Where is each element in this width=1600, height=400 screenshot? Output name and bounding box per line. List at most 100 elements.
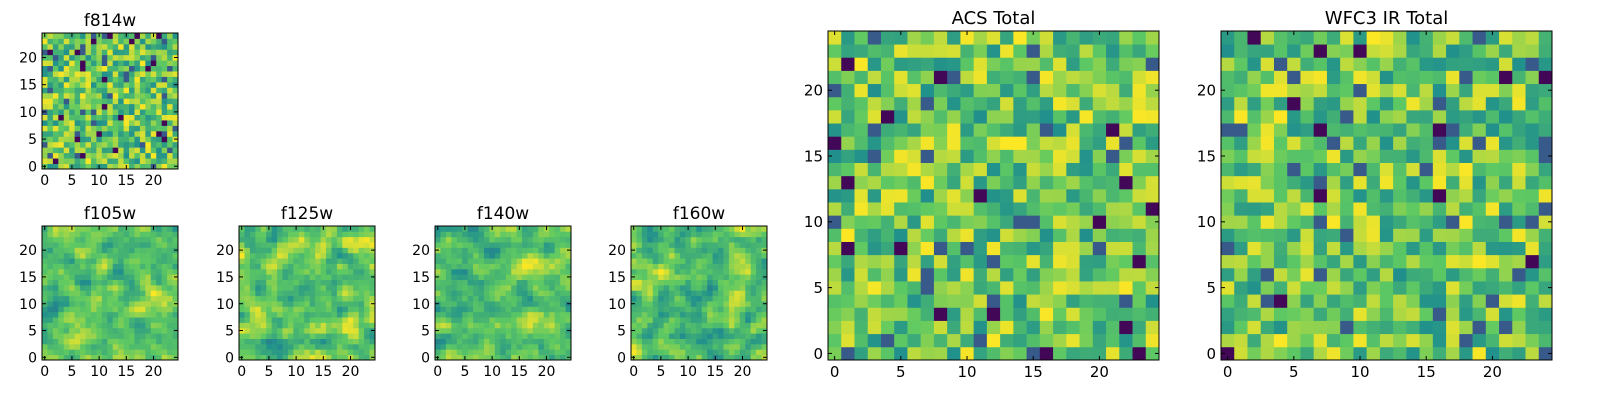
heatmap-cell (96, 258, 103, 264)
y-tick-label: 5 (1206, 279, 1216, 297)
heatmap-cell (1287, 307, 1301, 321)
heatmap-cell (701, 301, 708, 307)
heatmap-cell (80, 54, 86, 61)
heatmap-cell (52, 258, 59, 264)
heatmap-cell (309, 258, 316, 264)
heatmap-cell (641, 236, 648, 243)
heatmap-cell (52, 284, 59, 291)
heatmap-cell (260, 349, 267, 356)
heatmap-cell (1499, 162, 1513, 177)
heatmap-cell (549, 306, 556, 313)
heatmap-cell (1221, 294, 1235, 308)
heatmap-cell (315, 231, 321, 238)
heatmap-cell (1132, 109, 1147, 124)
heatmap-cell (1221, 267, 1235, 282)
heatmap-cell (1066, 31, 1080, 45)
heatmap-cell (320, 268, 327, 275)
heatmap-cell (244, 226, 251, 232)
heatmap-cell (282, 284, 289, 291)
heatmap-cell (854, 267, 869, 282)
heatmap-cell (331, 301, 338, 307)
heatmap-cell (42, 231, 48, 238)
heatmap-cell (47, 49, 54, 56)
heatmap-cell (1446, 294, 1460, 308)
heatmap-cell (1326, 320, 1341, 335)
heatmap-cell (139, 290, 146, 297)
heatmap-cell (161, 114, 168, 121)
heatmap-cell (669, 284, 675, 291)
heatmap-cell (549, 258, 556, 264)
heatmap-cell (636, 236, 643, 243)
heatmap-cell (723, 343, 730, 350)
heatmap-cell (161, 295, 168, 302)
heatmap-cell (538, 306, 545, 313)
heatmap-cell (652, 306, 659, 313)
heatmap-cell (129, 136, 135, 143)
heatmap-cell (1145, 162, 1160, 177)
heatmap-cell (112, 54, 119, 61)
heatmap-cell (364, 242, 370, 248)
heatmap-cell (1446, 267, 1460, 282)
heatmap-cell (1432, 254, 1447, 269)
heatmap-cell (260, 317, 267, 323)
heatmap-cells (239, 226, 376, 361)
heatmap-cell (134, 274, 141, 280)
heatmap-cell (489, 343, 496, 350)
heatmap-cell (369, 258, 376, 264)
heatmap-cell (161, 247, 168, 254)
heatmap-cell (358, 242, 365, 248)
heatmap-cell (841, 162, 855, 177)
heatmap-cell (718, 284, 724, 291)
heatmap-cell (516, 252, 523, 259)
heatmap-cell (1419, 281, 1434, 295)
heatmap-cell (172, 322, 179, 329)
heatmap-cell (1300, 162, 1315, 177)
heatmap-cell (1313, 333, 1328, 348)
heatmap-cell (277, 338, 283, 345)
heatmap-cell (85, 125, 92, 132)
heatmap-cell (69, 152, 76, 159)
heatmap-cell (1039, 162, 1054, 177)
heatmap-cell (1485, 96, 1500, 111)
heatmap-cell (1432, 333, 1447, 348)
heatmap-cell (1419, 228, 1434, 242)
heatmap-cell (47, 290, 54, 297)
heatmap-cell (85, 103, 92, 110)
heatmap-cell (1053, 70, 1067, 85)
heatmap-cell (47, 274, 54, 280)
heatmap-cell (1247, 83, 1262, 98)
heatmap-cell (287, 338, 294, 345)
heatmap-cell (129, 317, 135, 323)
heatmap-cell (933, 123, 948, 137)
heatmap-cell (674, 247, 681, 254)
heatmap-cell (1287, 254, 1301, 269)
heatmap-cell (63, 349, 70, 356)
heatmap-cell (172, 33, 179, 39)
heatmap-cell (1499, 44, 1513, 58)
heatmap-cell (1459, 31, 1473, 45)
heatmap-cell (145, 71, 152, 77)
heatmap-cell (1066, 281, 1080, 295)
heatmap-cell (1079, 215, 1094, 229)
heatmap-cell (172, 152, 179, 159)
heatmap-cell (712, 301, 719, 307)
heatmap-cell (494, 354, 501, 361)
heatmap-cell (1538, 215, 1553, 229)
heatmap-cell (679, 338, 686, 345)
heatmap-cell (156, 130, 163, 137)
heatmap-cell (129, 38, 135, 45)
heatmap-cell (1379, 228, 1394, 242)
heatmap-cell (1221, 149, 1235, 163)
heatmap-cell (134, 349, 141, 356)
heatmap-cell (690, 247, 697, 254)
heatmap-cell (315, 311, 321, 318)
heatmap-cell (63, 152, 70, 159)
heatmap-cell (1039, 136, 1054, 150)
heatmap-cell (947, 254, 961, 269)
heatmap-cell (756, 268, 762, 275)
heatmap-cell (1525, 31, 1540, 45)
heatmap-cell (1221, 307, 1235, 321)
heatmap-cell (1525, 83, 1540, 98)
heatmap-cell (309, 247, 316, 254)
heatmap-cell (1221, 136, 1235, 150)
